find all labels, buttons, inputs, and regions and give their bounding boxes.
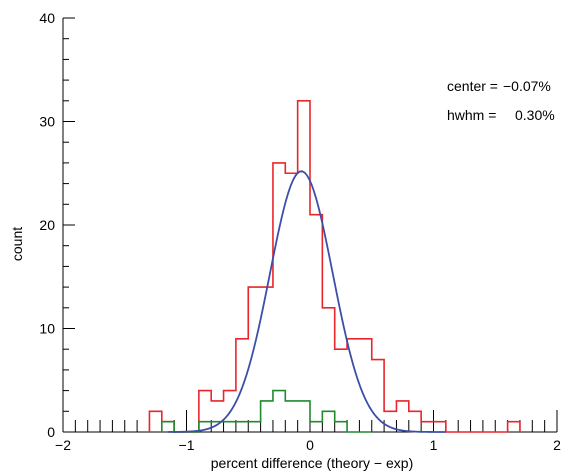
x-axis-label: percent difference (theory − exp) — [211, 455, 413, 471]
x-tick-label: −1 — [179, 437, 195, 453]
plot-marks — [148, 100, 521, 433]
center-value: −0.07% — [503, 78, 551, 94]
y-tick-label: 40 — [39, 10, 55, 26]
histogram-green-series — [161, 389, 372, 433]
plot-labels: count percent difference (theory − exp) … — [9, 78, 555, 471]
x-tick-label: 0 — [306, 437, 314, 453]
y-axis-label: count — [9, 227, 25, 261]
x-tick-label: −2 — [55, 437, 71, 453]
gaussian-fit-curve — [167, 170, 446, 433]
hwhm-label: hwhm = — [447, 107, 496, 123]
center-label: center = — [447, 78, 498, 94]
y-tick-label: 0 — [47, 424, 55, 440]
x-tick-label: 1 — [430, 437, 438, 453]
x-tick-label: 2 — [553, 437, 561, 453]
fit-annotation: center = −0.07% hwhm = 0.30% — [447, 78, 555, 123]
y-tick-label: 30 — [39, 114, 55, 130]
y-tick-label: 10 — [39, 321, 55, 337]
histogram-red-series — [148, 100, 521, 433]
y-tick-label: 20 — [39, 217, 55, 233]
hwhm-value: 0.30% — [515, 107, 555, 123]
